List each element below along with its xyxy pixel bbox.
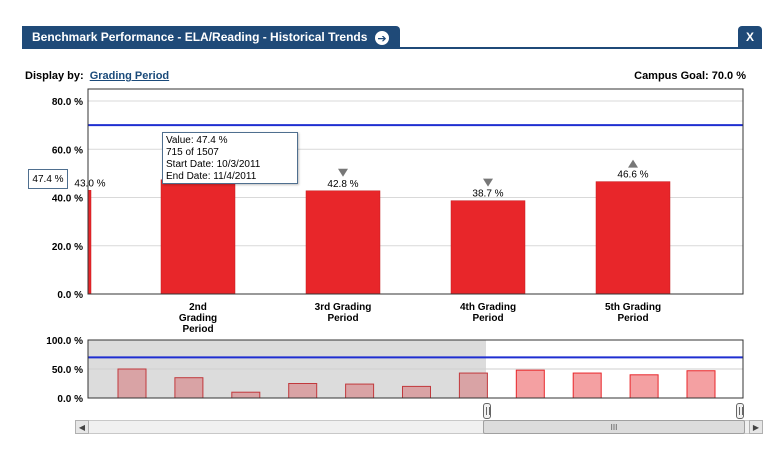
arrow-right-circle-icon[interactable]: ➔ [374, 30, 390, 46]
navigator-bar [117, 368, 147, 399]
display-by-link[interactable]: Grading Period [89, 70, 170, 82]
scroll-thumb[interactable]: III [483, 420, 745, 434]
y-tick-label: 60.0 % [52, 145, 83, 156]
bar [595, 181, 671, 295]
x-tick-label: Period [472, 313, 503, 324]
navigator-bar [686, 370, 716, 399]
panel-title: Benchmark Performance - ELA/Reading - Hi… [32, 30, 368, 44]
x-tick-label: 3rd Grading [315, 302, 372, 313]
x-tick-label: Grading [179, 313, 217, 324]
y-tick-label: 20.0 % [52, 242, 83, 253]
navigator-bar [174, 377, 204, 399]
range-handle-left[interactable] [483, 403, 491, 419]
panel-title-tab: Benchmark Performance - ELA/Reading - Hi… [22, 26, 400, 48]
bar [450, 200, 526, 295]
close-button[interactable]: X [738, 26, 762, 48]
navigator-bar [231, 391, 261, 399]
bar-value-label: 38.7 % [472, 189, 503, 200]
bar [305, 190, 381, 295]
y-tick-label: 80.0 % [52, 97, 83, 108]
bar-value-label: 46.6 % [617, 170, 648, 181]
x-tick-label: Period [182, 324, 213, 335]
navigator-bar [402, 385, 431, 399]
trend-down-icon [338, 168, 348, 177]
navigator-bar [629, 374, 659, 399]
y-tick-label: 40.0 % [52, 194, 83, 205]
scroll-left-arrow-icon[interactable]: ◀ [75, 420, 89, 434]
x-tick-label: 2nd [189, 302, 207, 313]
y-tick-label: 0.0 % [57, 290, 83, 301]
navigator-border [87, 339, 744, 399]
navigator-scrollbar[interactable]: ◀ III ▶ [75, 420, 763, 434]
range-handle-right[interactable] [736, 403, 744, 419]
bar-value-label: 42.8 % [327, 179, 358, 190]
display-by-label: Display by: [25, 70, 84, 82]
navigator-y-tick-label: 50.0 % [52, 365, 83, 376]
tooltip-value: Value: 47.4 % [166, 135, 228, 146]
navigator-bar [345, 383, 375, 399]
tooltip-count: 715 of 1507 [166, 147, 219, 158]
x-tick-label: 4th Grading [460, 302, 516, 313]
navigator-bar [288, 383, 318, 399]
x-tick-label: Period [327, 313, 358, 324]
y-value-flag: 47.4 % [28, 169, 68, 189]
navigator-bar [515, 369, 545, 399]
navigator-bar [458, 372, 488, 399]
trend-down-icon [483, 178, 493, 187]
tooltip-end-date: End Date: 11/4/2011 [166, 171, 257, 182]
x-tick-label: 5th Grading [605, 302, 661, 313]
header-divider [22, 47, 762, 49]
tooltip-start-date: Start Date: 10/3/2011 [166, 159, 261, 170]
navigator-y-tick-label: 100.0 % [46, 336, 83, 347]
bar-value-label: 43.0 % [74, 178, 105, 189]
navigator-bar [572, 372, 602, 399]
plot-border [87, 88, 744, 295]
trend-up-icon [628, 159, 638, 168]
display-by-control: Display by: Grading Period [25, 70, 169, 82]
bar-tooltip: Value: 47.4 % 715 of 1507 Start Date: 10… [162, 132, 298, 184]
scroll-right-arrow-icon[interactable]: ▶ [749, 420, 763, 434]
x-tick-label: Period [617, 313, 648, 324]
campus-goal-label: Campus Goal: 70.0 % [634, 70, 746, 82]
bar [160, 179, 236, 295]
navigator-y-tick-label: 0.0 % [57, 394, 83, 405]
